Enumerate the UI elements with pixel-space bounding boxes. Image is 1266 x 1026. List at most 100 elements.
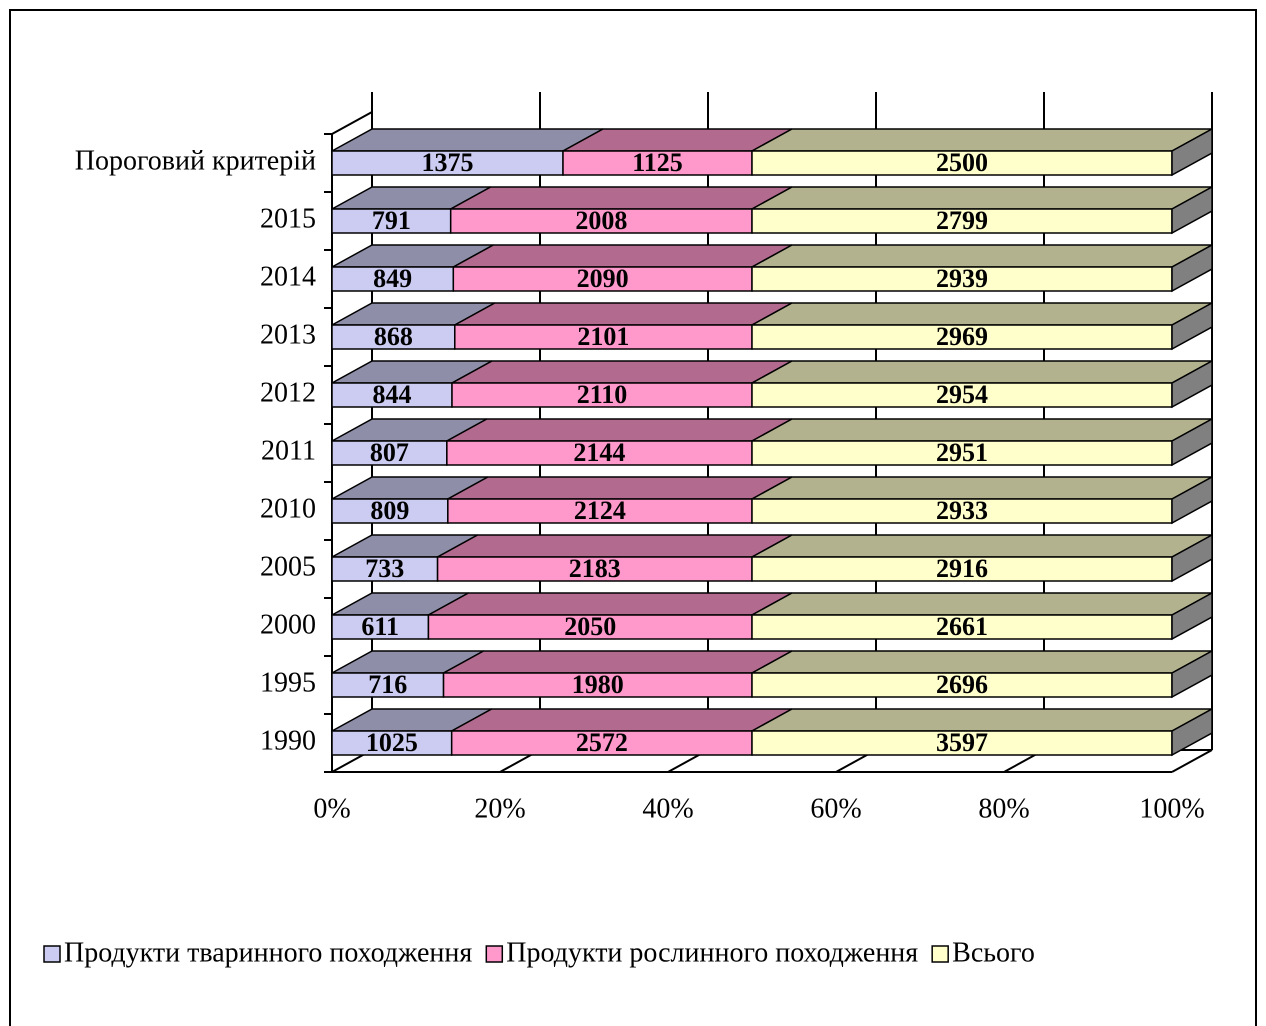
value-label: 2951 — [936, 438, 988, 467]
value-label: 2933 — [936, 496, 988, 525]
bar — [331, 150, 564, 176]
value-label: 2090 — [577, 264, 629, 293]
bar-top-shade — [752, 303, 1212, 325]
legend-swatch — [43, 945, 61, 963]
bar-top-shade — [450, 187, 792, 209]
value-label: 1980 — [572, 670, 624, 699]
x-tick-label: 80% — [978, 793, 1029, 824]
value-label: 809 — [370, 496, 409, 525]
bar-top-shade — [451, 709, 792, 731]
bar-top-shade — [453, 245, 792, 267]
bar — [331, 498, 449, 524]
value-label: 844 — [373, 380, 412, 409]
bar — [751, 150, 1173, 176]
value-label: 1375 — [422, 148, 474, 177]
bar — [331, 266, 455, 292]
value-label: 1125 — [632, 148, 683, 177]
value-label: 2939 — [936, 264, 988, 293]
bar — [331, 440, 448, 466]
bar — [331, 324, 456, 350]
bar-top-shade — [332, 535, 478, 557]
bar-side — [1171, 707, 1213, 757]
bar — [446, 440, 753, 466]
bar-top-shade — [752, 477, 1212, 499]
value-label: 2916 — [936, 554, 988, 583]
y-tick-label: 2011 — [261, 435, 316, 466]
y-tick-label: 2000 — [260, 609, 316, 640]
bar — [442, 672, 753, 698]
bar — [751, 208, 1173, 234]
value-label: 807 — [370, 438, 409, 467]
bar-top-shade — [332, 361, 492, 383]
legend-swatch — [485, 945, 504, 963]
bar-top-shade — [454, 303, 792, 325]
y-tick-label: 2014 — [260, 261, 316, 292]
bar-top-shade — [332, 709, 492, 731]
bar-top-shade — [428, 593, 792, 615]
bar-side — [1171, 533, 1213, 583]
bar-side — [1171, 127, 1213, 177]
bar-top-shade — [752, 129, 1212, 151]
y-tick-label: 1995 — [260, 667, 316, 698]
bar — [331, 382, 453, 408]
bar-top-shade — [752, 361, 1212, 383]
bar-top-shade — [752, 593, 1212, 615]
bar — [751, 672, 1173, 698]
bar — [331, 614, 430, 640]
value-label: 2144 — [573, 438, 625, 467]
bar-top-shade — [752, 709, 1212, 731]
bar-top-shade — [332, 593, 469, 615]
value-label: 2661 — [936, 612, 988, 641]
y-tick-label: 2005 — [260, 551, 316, 582]
legend-label: Всього — [952, 937, 1035, 968]
value-label: 1025 — [366, 728, 418, 757]
bar-top-shade — [452, 361, 792, 383]
value-label: 2500 — [936, 148, 988, 177]
bar-side — [1171, 359, 1213, 409]
left-top-edge — [331, 111, 373, 135]
bar-side — [1171, 301, 1213, 351]
value-label: 849 — [373, 264, 412, 293]
x-tick-label: 20% — [474, 793, 525, 824]
bar-top-shade — [332, 187, 491, 209]
bar — [451, 382, 753, 408]
bar — [751, 440, 1173, 466]
value-label: 791 — [372, 206, 411, 235]
value-label: 2696 — [936, 670, 988, 699]
value-label: 2008 — [575, 206, 627, 235]
bar-side — [1171, 649, 1213, 699]
floor-line — [1171, 749, 1213, 773]
bar — [331, 556, 439, 582]
bar — [751, 498, 1173, 524]
x-tick-label: 0% — [313, 793, 350, 824]
bar-top-shade — [563, 129, 792, 151]
value-label: 611 — [361, 612, 399, 641]
y-tick-label: 2015 — [260, 203, 316, 234]
y-tick-label: 2013 — [260, 319, 316, 350]
bar — [751, 614, 1173, 640]
value-label: 2050 — [564, 612, 616, 641]
bar-top-shade — [752, 651, 1212, 673]
bar-top-shade — [332, 303, 495, 325]
bar-top-shade — [443, 651, 792, 673]
bar-top-shade — [332, 651, 484, 673]
value-label: 733 — [365, 554, 404, 583]
bar — [427, 614, 753, 640]
y-tick-label: 2010 — [260, 493, 316, 524]
x-tick-label: 60% — [810, 793, 861, 824]
bar-top-shade — [332, 245, 494, 267]
bar-side — [1171, 475, 1213, 525]
value-label: 716 — [368, 670, 407, 699]
y-tick-label: Пороговий критерій — [75, 145, 316, 176]
bar-top-shade — [446, 419, 792, 441]
bar-top-shade — [332, 477, 488, 499]
value-label: 2969 — [936, 322, 988, 351]
y-tick-label: 1990 — [260, 725, 316, 756]
bar-side — [1171, 243, 1213, 293]
y-tick-label: 2012 — [260, 377, 316, 408]
x-tick-label: 40% — [642, 793, 693, 824]
x-tick-label: 100% — [1139, 793, 1204, 824]
bar — [751, 324, 1173, 350]
bar — [436, 556, 753, 582]
